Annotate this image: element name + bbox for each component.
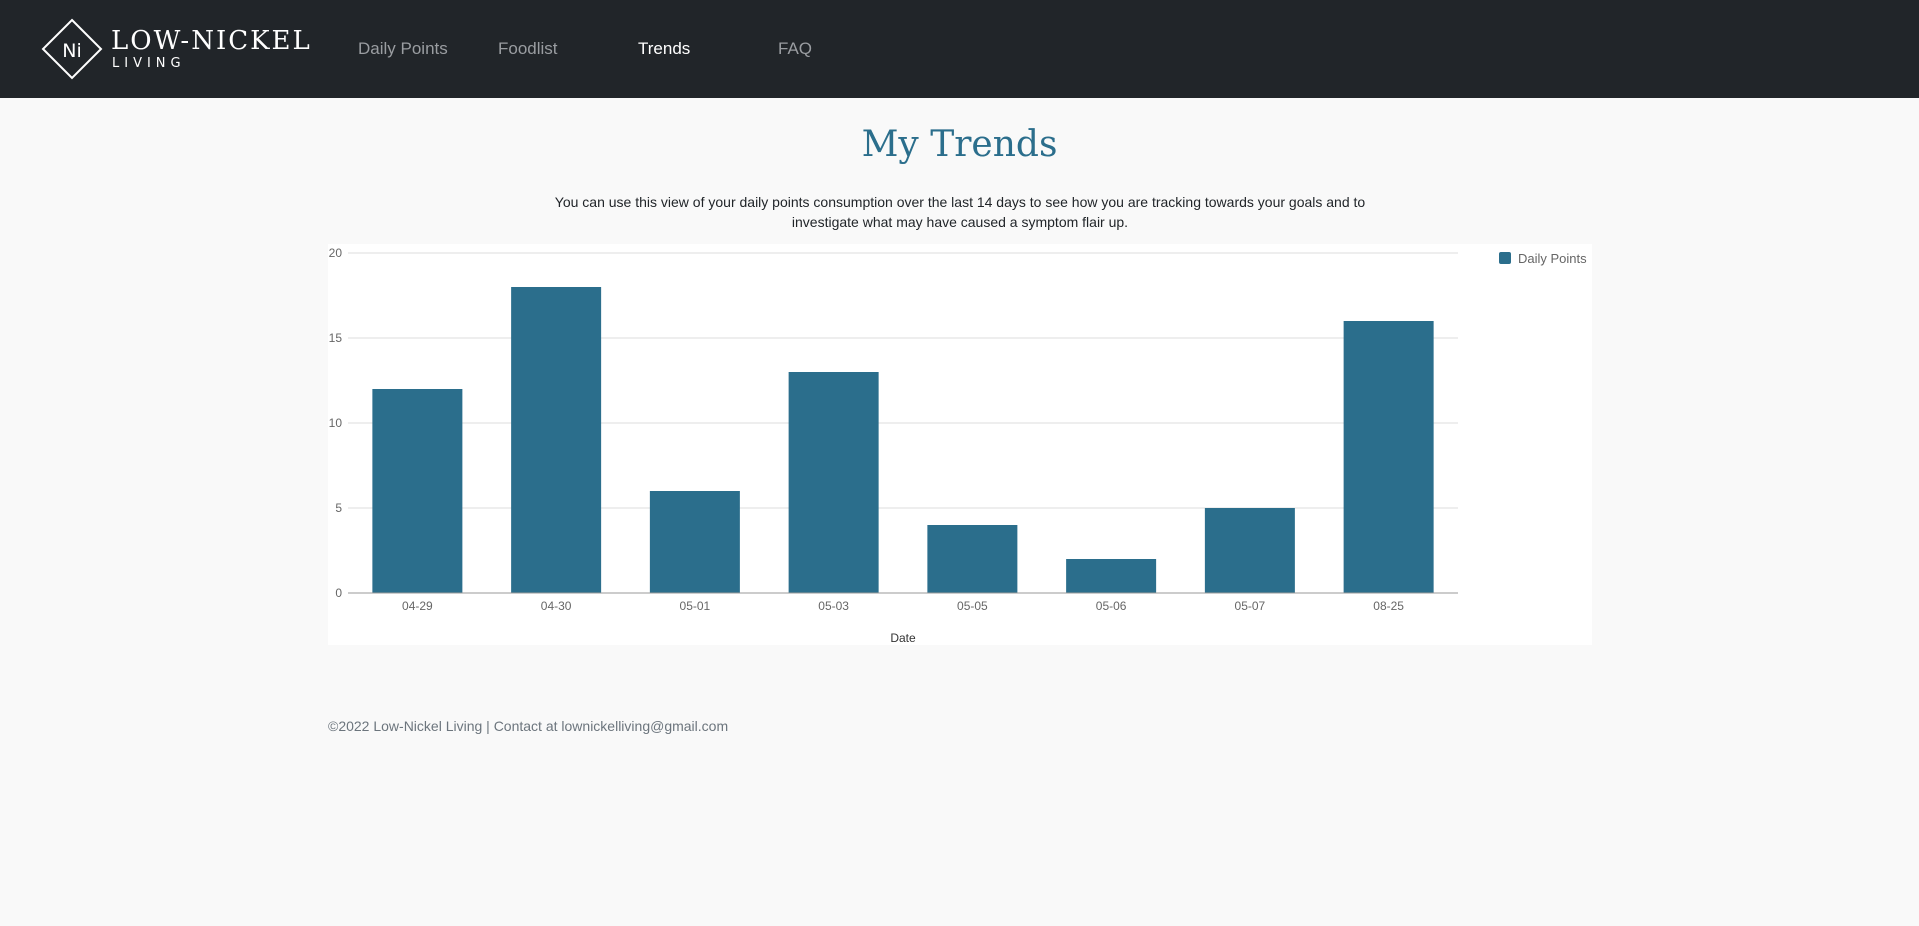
y-tick-label: 15 [329, 331, 343, 345]
brand-name-line1: LOW-NICKEL [111, 26, 312, 56]
nav-trends[interactable]: Trends [638, 39, 691, 58]
bar [372, 389, 463, 593]
logo-mark-text: Ni [62, 40, 82, 62]
brand-logo-link[interactable]: Ni LOW-NICKEL LIVING [41, 18, 311, 80]
nav-foodlist[interactable]: Foodlist [498, 39, 558, 58]
nickel-diamond-icon: Ni [41, 18, 103, 80]
daily-points-bar-chart: 0 5 10 15 20 04-29 04-30 05-01 05-03 05-05 05-06 05… [329, 246, 1587, 645]
y-tick-label: 0 [335, 586, 342, 600]
bar [1343, 321, 1434, 593]
bar [1204, 508, 1295, 593]
x-tick-label: 05-01 [680, 599, 711, 613]
nav-daily-points[interactable]: Daily Points [358, 39, 448, 58]
top-navbar: Ni LOW-NICKEL LIVING Daily Points Foodli… [0, 0, 1919, 98]
x-tick-label: 05-07 [1235, 599, 1266, 613]
brand-name-line2: LIVING [112, 56, 186, 71]
bar [788, 372, 879, 593]
bar [1066, 559, 1157, 593]
x-tick-label: 05-06 [1096, 599, 1127, 613]
nav-faq[interactable]: FAQ [778, 39, 813, 58]
x-tick-label: 08-25 [1373, 599, 1404, 613]
y-tick-label: 5 [335, 501, 342, 515]
legend-label: Daily Points [1518, 251, 1587, 266]
x-axis-title: Date [890, 631, 916, 645]
x-tick-label: 05-03 [818, 599, 849, 613]
x-tick-label: 05-05 [957, 599, 988, 613]
bar [927, 525, 1018, 593]
page-footer: ©2022 Low-Nickel Living | Contact at low… [328, 718, 729, 734]
legend-swatch [1499, 252, 1511, 264]
trends-chart-panel: 0 5 10 15 20 04-29 04-30 05-01 05-03 05-05 05-06 05… [328, 244, 1592, 645]
y-tick-label: 20 [329, 246, 343, 260]
x-tick-label: 04-29 [402, 599, 433, 613]
bar [511, 287, 602, 593]
page-title: My Trends [861, 124, 1058, 165]
intro-text: You can use this view of your daily poin… [554, 194, 1366, 230]
x-tick-label: 04-30 [541, 599, 572, 613]
y-tick-label: 10 [329, 416, 343, 430]
bar [649, 491, 740, 593]
